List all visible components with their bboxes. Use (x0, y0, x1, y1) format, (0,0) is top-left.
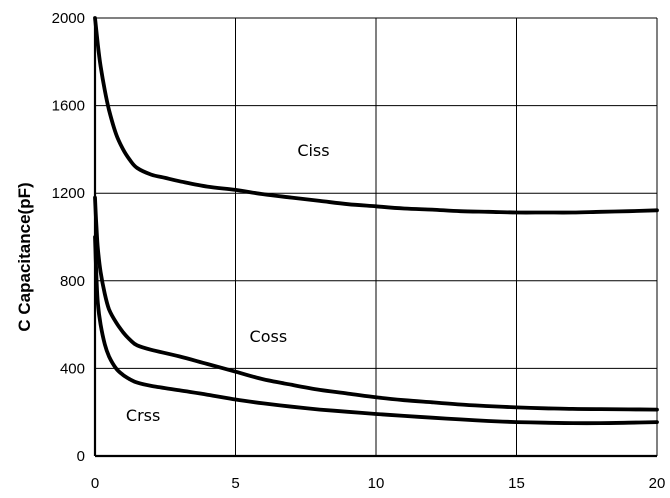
annotation-crss: Crss (126, 406, 160, 425)
x-tick-label-20: 20 (649, 475, 666, 492)
y-tick-label-0: 0 (77, 448, 85, 465)
series-line-coss (93, 195, 659, 412)
y-tick-label-1600: 1600 (52, 98, 85, 115)
series-line-crss (93, 235, 659, 426)
grid (95, 17, 658, 456)
series-lines (93, 16, 659, 426)
x-tick-label-5: 5 (231, 475, 239, 492)
annotation-coss: Coss (250, 327, 288, 346)
annotation-ciss: Ciss (297, 141, 329, 160)
y-tick-label-800: 800 (60, 273, 85, 290)
tick-labels: 0 5 10 15 20 0 400 800 1200 1600 2000 (52, 10, 666, 492)
series-line-ciss (93, 16, 659, 215)
annotations: Ciss Coss Crss (126, 141, 330, 425)
x-tick-label-0: 0 (91, 475, 99, 492)
x-tick-label-15: 15 (508, 475, 525, 492)
y-axis-label: C Capacitance(pF) (15, 182, 34, 331)
y-tick-label-2000: 2000 (52, 10, 85, 27)
y-tick-label-400: 400 (60, 360, 85, 377)
x-tick-label-10: 10 (368, 475, 385, 492)
y-tick-label-1200: 1200 (52, 185, 85, 202)
